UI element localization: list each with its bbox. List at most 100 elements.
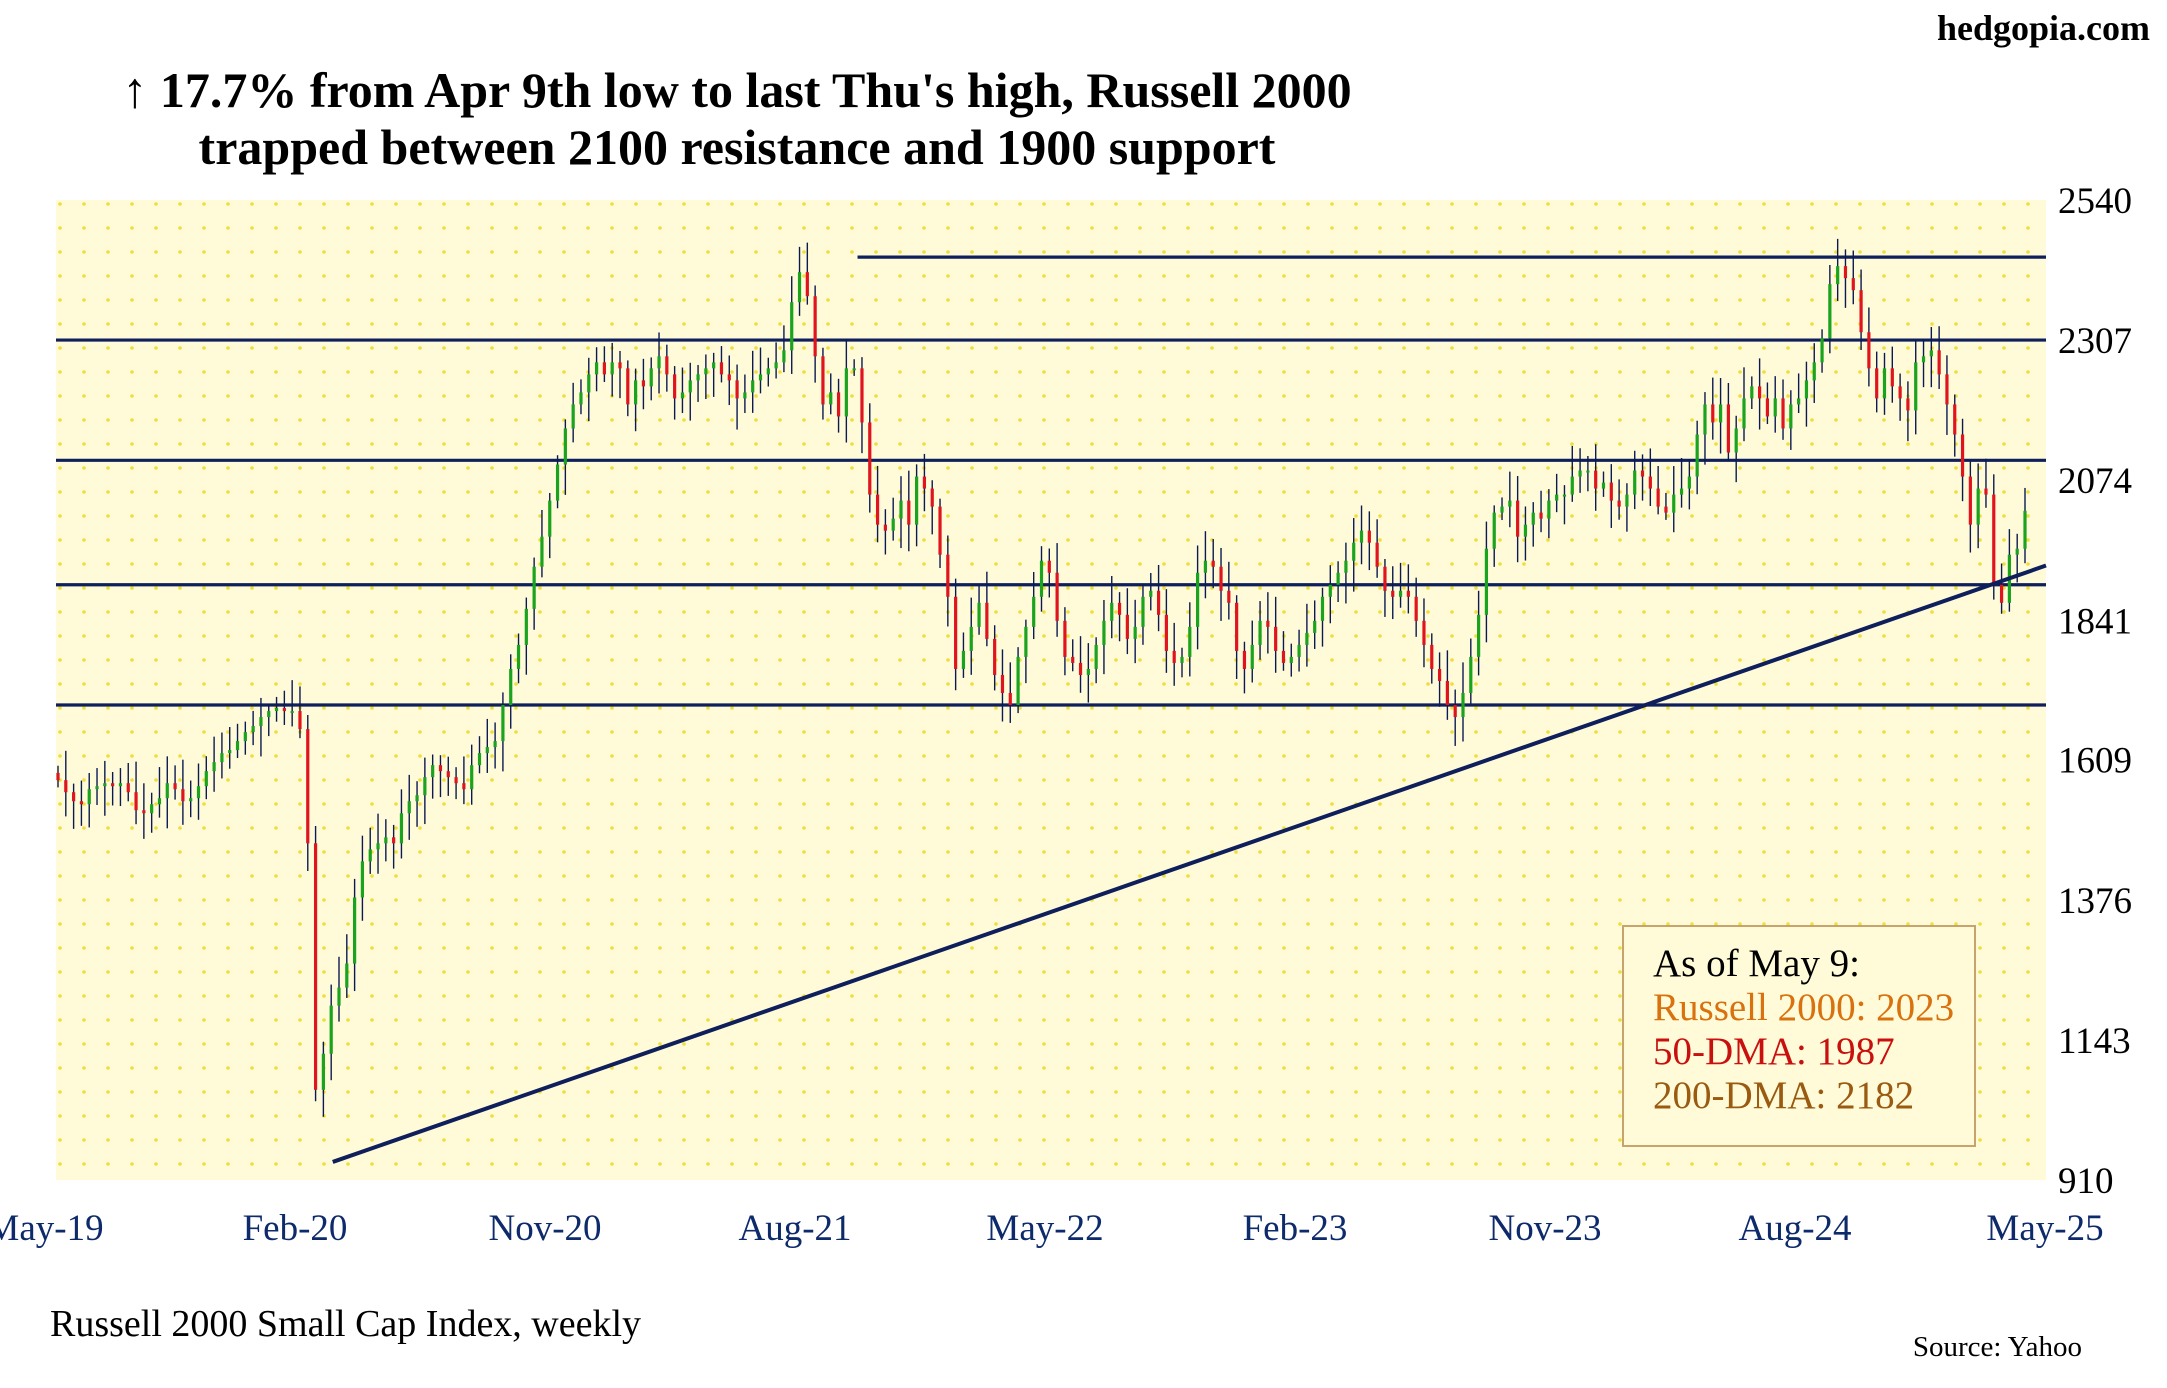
bar-body-down xyxy=(1781,398,1785,429)
x-tick-label: Nov-23 xyxy=(1488,1208,1601,1249)
bar-body-up xyxy=(829,392,833,405)
bar-body-up xyxy=(1297,644,1301,657)
y-tick-label: 2540 xyxy=(2058,181,2132,222)
ohlc-bar xyxy=(157,767,162,818)
site-watermark: hedgopia.com xyxy=(1937,8,2150,48)
bar-body-up xyxy=(774,362,778,369)
ohlc-bar xyxy=(594,347,599,392)
ohlc-bar xyxy=(111,771,115,806)
ohlc-bar xyxy=(1133,599,1137,664)
ohlc-bar xyxy=(1297,629,1301,672)
bar-body-down xyxy=(1266,620,1270,627)
ohlc-bar xyxy=(1227,561,1231,620)
bar-body-up xyxy=(1336,572,1340,585)
bar-body-down xyxy=(1211,560,1215,567)
ohlc-bar xyxy=(766,357,770,387)
ohlc-bar xyxy=(883,509,887,555)
bar-body-up xyxy=(1914,362,1918,411)
ohlc-bar xyxy=(1945,355,1949,435)
ohlc-bar xyxy=(860,357,864,454)
ohlc-bar xyxy=(353,878,357,992)
bar-body-up xyxy=(649,368,653,387)
ohlc-bar xyxy=(688,362,692,421)
bar-body-up xyxy=(165,783,169,799)
legend-200dma: 200-DMA: 2182 xyxy=(1653,1074,1914,1117)
bar-body-up xyxy=(251,726,255,733)
ohlc-bar xyxy=(1711,377,1715,440)
bar-body-down xyxy=(1640,470,1645,477)
ohlc-bar xyxy=(1289,643,1293,677)
bar-body-down xyxy=(1156,590,1161,615)
ohlc-bar xyxy=(1266,592,1270,654)
ohlc-bar xyxy=(946,535,950,627)
bar-body-down xyxy=(836,392,841,417)
ohlc-bar xyxy=(251,710,255,746)
ohlc-bar xyxy=(1211,539,1215,589)
bar-body-up xyxy=(1586,470,1590,473)
bar-body-up xyxy=(1812,362,1816,381)
bar-body-down xyxy=(922,476,927,489)
bar-body-up xyxy=(1773,398,1777,417)
bar-body-down xyxy=(1516,500,1520,537)
ohlc-bar xyxy=(1695,420,1699,495)
ohlc-bar xyxy=(2023,487,2027,564)
bar-body-up xyxy=(790,302,794,351)
bar-body-down xyxy=(673,374,677,399)
ohlc-bar xyxy=(1890,346,1894,403)
ohlc-bar xyxy=(1094,637,1098,684)
bar-body-down xyxy=(821,356,825,405)
ohlc-bar xyxy=(1492,505,1496,567)
bar-body-up xyxy=(891,518,895,531)
ohlc-bar xyxy=(1617,479,1621,520)
bar-body-down xyxy=(1851,278,1855,291)
ohlc-bar xyxy=(1656,465,1660,515)
ohlc-bar xyxy=(1586,456,1590,492)
bar-body-down xyxy=(1445,680,1449,706)
ohlc-bar xyxy=(1539,490,1543,533)
ohlc-bar xyxy=(1320,587,1325,647)
bar-body-up xyxy=(415,795,419,802)
bar-body-up xyxy=(1086,668,1090,675)
bar-body-down xyxy=(1656,488,1660,507)
bar-body-up xyxy=(524,608,528,645)
ohlc-bar xyxy=(384,819,388,862)
bar-body-down xyxy=(805,272,809,297)
bar-body-up xyxy=(150,804,154,814)
bar-body-up xyxy=(384,837,388,844)
ohlc-bar xyxy=(1648,448,1652,506)
bar-body-up xyxy=(95,786,99,790)
ohlc-bar xyxy=(212,736,216,792)
bar-body-up xyxy=(1703,404,1707,435)
ohlc-bar xyxy=(1461,662,1465,742)
ohlc-bar xyxy=(969,597,973,675)
ohlc-bar xyxy=(665,344,669,392)
ohlc-bar xyxy=(602,346,606,383)
bar-body-down xyxy=(1383,566,1387,591)
ohlc-bar xyxy=(1820,329,1824,373)
ohlc-bar xyxy=(1024,619,1028,684)
bar-body-up xyxy=(696,374,700,381)
ohlc-bar xyxy=(1547,489,1551,539)
ohlc-bar xyxy=(337,956,341,1022)
ohlc-bar xyxy=(1071,639,1075,672)
ohlc-bar xyxy=(735,364,739,430)
bar-body-down xyxy=(1414,596,1418,621)
bar-body-up xyxy=(2015,548,2019,555)
y-tick-label: 2074 xyxy=(2058,461,2132,502)
ohlc-bar xyxy=(64,750,68,817)
bar-body-down xyxy=(1242,650,1247,669)
ohlc-bar xyxy=(1718,378,1723,454)
ohlc-bar xyxy=(930,480,934,535)
ohlc-bar xyxy=(1789,390,1793,450)
ohlc-bar xyxy=(751,350,755,413)
ohlc-bar xyxy=(821,347,825,420)
ohlc-bar xyxy=(1242,641,1247,694)
bar-body-up xyxy=(594,362,599,375)
ohlc-bar xyxy=(1414,577,1418,637)
bar-body-up xyxy=(235,741,240,751)
bar-body-down xyxy=(1617,500,1621,507)
ohlc-bar xyxy=(1445,650,1449,720)
ohlc-bar xyxy=(243,721,247,755)
ohlc-bar xyxy=(415,781,419,827)
legend-50dma: 50-DMA: 1987 xyxy=(1653,1030,1895,1073)
